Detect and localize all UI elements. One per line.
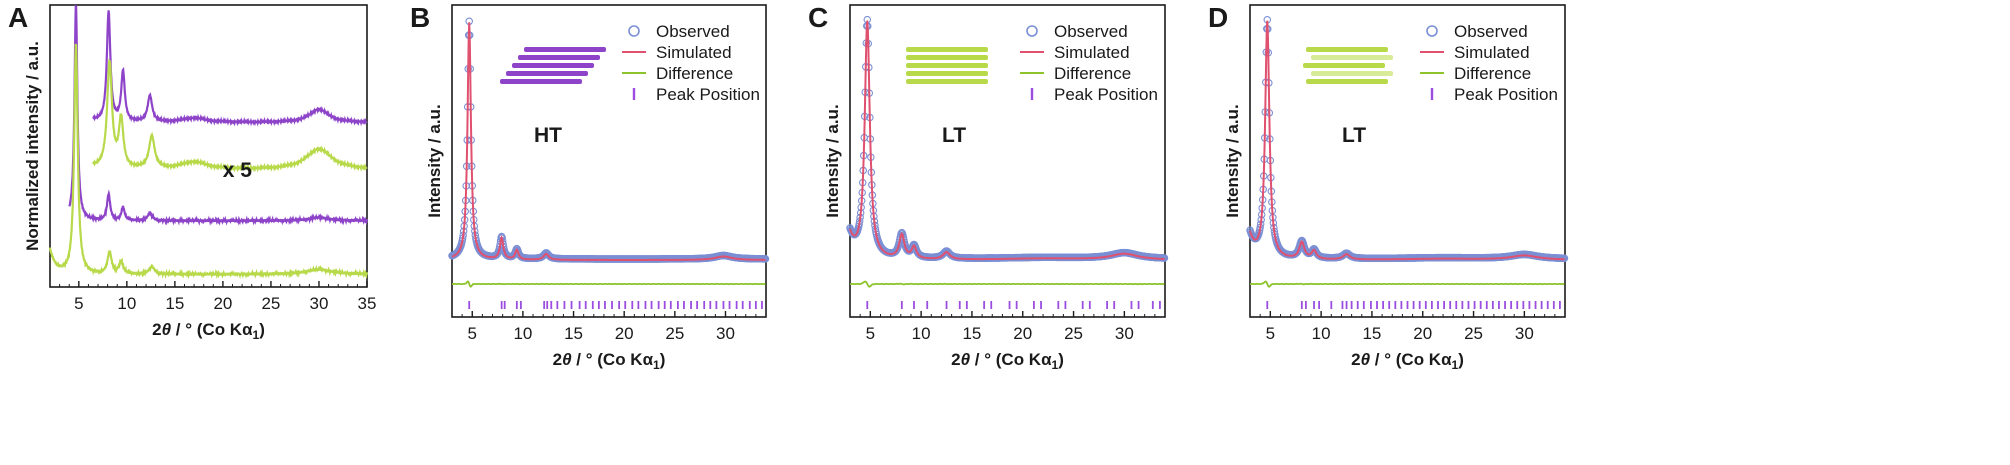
- legend-label: Difference: [1454, 64, 1531, 83]
- x-tick-label: 35: [358, 294, 377, 313]
- x-axis-title: 2θ / ° (Co Kα1): [553, 350, 666, 372]
- y-axis-title: Intensity / a.u.: [425, 104, 444, 217]
- y-axis-title: Intensity / a.u.: [823, 104, 842, 217]
- plot-frame: [1249, 4, 1566, 318]
- structure-layer: [906, 55, 988, 60]
- structure-layer: [1311, 55, 1393, 60]
- structure-label: HT: [534, 124, 562, 147]
- legend-label: Peak Position: [1054, 85, 1158, 104]
- structure-layer: [518, 55, 600, 60]
- peak-positions: [866, 301, 1161, 309]
- structure-layer: [906, 63, 988, 68]
- y-axis-title: Intensity / a.u.: [1223, 104, 1242, 217]
- series-line-ht-x5: [92, 10, 368, 127]
- x-tick-label: 5: [74, 294, 83, 313]
- structure-layer: [512, 63, 594, 68]
- x-tick-label: 25: [1064, 324, 1083, 343]
- legend-observed-marker: [1426, 25, 1438, 37]
- structure-layer: [1306, 47, 1388, 52]
- x-tick-label: 5: [866, 324, 875, 343]
- panel-a: 5 10 15 20 25 30 35 A Normalized intensity / a.u…: [8, 2, 376, 313]
- panel-b: 5 10 15 20 25 30 B Intensity / a.u.: [410, 2, 767, 343]
- panel-letter: C: [808, 2, 828, 33]
- structure-label: LT: [1342, 124, 1366, 147]
- structure-layer: [524, 47, 606, 52]
- legend-label: Difference: [1054, 64, 1131, 83]
- x-tick-label: 15: [962, 324, 981, 343]
- x-tick-label: 20: [1013, 324, 1032, 343]
- legend-label: Observed: [1054, 22, 1128, 41]
- legend: Observed Simulated Difference Peak Position: [1420, 22, 1558, 104]
- legend-label: Simulated: [1454, 43, 1530, 62]
- series-line-lt: [48, 43, 369, 280]
- x-tick-label: 30: [310, 294, 329, 313]
- x-tick-label: 25: [1464, 324, 1483, 343]
- x-tick-label: 30: [716, 324, 735, 343]
- structure-icon: [906, 47, 988, 84]
- difference-line: [1249, 280, 1565, 288]
- peak-positions: [1266, 301, 1561, 309]
- panel-c: 5 10 15 20 25 30 C Intensity / a.u.: [808, 2, 1166, 343]
- legend-label: Peak Position: [1454, 85, 1558, 104]
- panel-d: 5 10 15 20 25 30 D Intensity / a.u.: [1208, 2, 1566, 343]
- series-line-ht: [68, 4, 369, 227]
- x-tick-label: 10: [912, 324, 931, 343]
- legend: Observed Simulated Difference Peak Position: [622, 22, 760, 104]
- series-line-lt-x5: [92, 58, 368, 173]
- legend: Observed Simulated Difference Peak Position: [1020, 22, 1158, 104]
- scale-annotation: x 5: [223, 159, 253, 182]
- structure-layer: [1311, 71, 1393, 76]
- legend-label: Simulated: [656, 43, 732, 62]
- peak-positions: [468, 301, 763, 309]
- x-tick-label: 15: [1362, 324, 1381, 343]
- x-tick-label: 20: [213, 294, 232, 313]
- legend-label: Difference: [656, 64, 733, 83]
- x-tick-label: 30: [1515, 324, 1534, 343]
- legend-observed-marker: [628, 25, 640, 37]
- legend-label: Observed: [656, 22, 730, 41]
- y-axis-title: Normalized intensity / a.u.: [23, 41, 42, 251]
- x-tick-label: 10: [1312, 324, 1331, 343]
- x-tick-label: 30: [1115, 324, 1134, 343]
- legend-label: Observed: [1454, 22, 1528, 41]
- x-tick-label: 15: [564, 324, 583, 343]
- panel-letter: B: [410, 2, 430, 33]
- legend-observed-marker: [1026, 25, 1038, 37]
- x-tick-label: 5: [1266, 324, 1275, 343]
- x-tick-label: 5: [468, 324, 477, 343]
- x-tick-label: 20: [1413, 324, 1432, 343]
- difference-line: [849, 280, 1165, 288]
- structure-layer: [506, 71, 588, 76]
- structure-layer: [1306, 79, 1388, 84]
- structure-layer: [906, 79, 988, 84]
- x-axis-title: 2θ / ° (Co Kα1): [1351, 350, 1464, 372]
- x-axis-title: 2θ / ° (Co Kα1): [152, 320, 265, 342]
- structure-layer: [906, 47, 988, 52]
- structure-icon: [1303, 47, 1393, 84]
- simulated-line: [849, 20, 1165, 261]
- plot-frame: [49, 4, 368, 288]
- structure-label: LT: [942, 124, 966, 147]
- x-axis-title: 2θ / ° (Co Kα1): [951, 350, 1064, 372]
- panel-letter: A: [8, 2, 28, 33]
- plot-frame: [451, 4, 767, 318]
- simulated-line: [451, 22, 766, 261]
- x-tick-label: 25: [665, 324, 684, 343]
- x-tick-label: 10: [117, 294, 136, 313]
- x-tick-label: 20: [615, 324, 634, 343]
- plot-frame: [849, 4, 1166, 318]
- x-tick-label: 10: [513, 324, 532, 343]
- difference-line: [451, 280, 766, 288]
- structure-layer: [906, 71, 988, 76]
- structure-layer: [1303, 63, 1385, 68]
- panel-letter: D: [1208, 2, 1228, 33]
- legend-label: Simulated: [1054, 43, 1130, 62]
- x-tick-label: 25: [261, 294, 280, 313]
- structure-layer: [500, 79, 582, 84]
- legend-label: Peak Position: [656, 85, 760, 104]
- simulated-line: [1249, 20, 1565, 261]
- structure-icon: [500, 47, 606, 84]
- x-tick-label: 15: [165, 294, 184, 313]
